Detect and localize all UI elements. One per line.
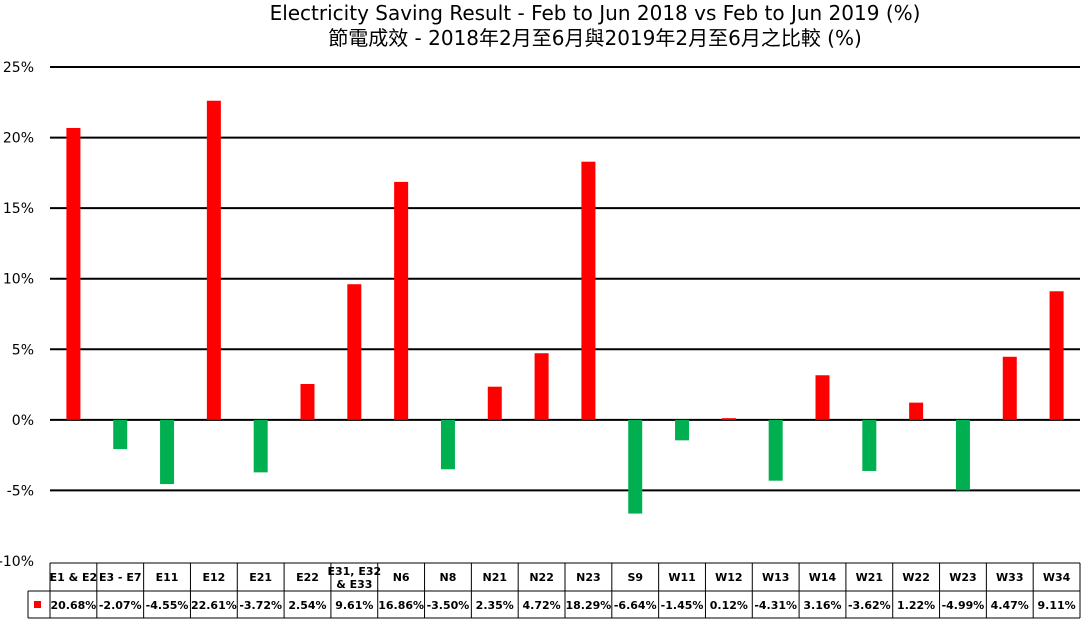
y-tick-label: -10% [0,554,34,570]
data-label: 1.22% [897,599,935,612]
bar [909,402,924,420]
gridlines [50,66,1080,492]
data-label: 0.12% [710,599,748,612]
bar [440,419,455,470]
bars [66,100,1064,514]
data-label: -3.50% [427,599,470,612]
bar [1049,291,1064,420]
category-label: W22 [902,571,929,584]
category-label: W33 [996,571,1023,584]
legend-key [34,601,41,608]
y-tick-label: 5% [12,342,34,358]
bar [581,161,596,420]
data-label: -3.62% [848,599,891,612]
category-label: W12 [715,571,742,584]
category-label: W11 [668,571,695,584]
data-table: E1 & E2 20.68% E3 - E7 -2.07% E11 -4.55% E12 22… [27,562,1081,619]
category-label: N8 [440,571,457,584]
category-label: N6 [393,571,410,584]
data-label: 16.86% [378,599,424,612]
data-label: 20.68% [50,599,96,612]
category-label: W23 [949,571,976,584]
category-label: W14 [809,571,837,584]
y-tick-label: 20% [3,131,34,147]
bar [1002,356,1017,420]
data-label: 2.35% [476,599,514,612]
bar [66,127,81,420]
category-label: E1 & E2 [50,571,98,584]
chart-subtitle: 節電成效 - 2018年2月至6月與2019年2月至6月之比較 (%) [328,26,862,50]
data-label: 3.16% [803,599,841,612]
data-label: 2.54% [288,599,326,612]
bar [206,100,221,420]
bar [955,419,970,491]
bar [300,384,315,420]
bar [675,419,690,441]
data-label: 18.29% [565,599,611,612]
category-label: E22 [296,571,319,584]
data-label: -2.07% [99,599,142,612]
bar [347,284,362,420]
data-label: 22.61% [191,599,237,612]
category-label: W13 [762,571,789,584]
bar [253,419,268,473]
bar [862,419,877,471]
bar [768,419,783,481]
data-label: 9.61% [335,599,373,612]
bar [394,181,409,420]
category-label: & E33 [336,578,372,591]
category-label: N22 [529,571,554,584]
bar [628,419,643,514]
data-label: -6.64% [614,599,657,612]
data-label: 4.72% [523,599,561,612]
bar [160,419,175,485]
data-label: -3.72% [239,599,282,612]
y-tick-label: 25% [3,60,34,76]
data-label: -4.55% [146,599,189,612]
bar [721,418,736,420]
y-tick-label: 0% [12,413,34,429]
category-label: E31, E32 [327,565,381,578]
bar [534,353,549,420]
bar [815,375,830,420]
category-label: W34 [1043,571,1071,584]
data-label: 9.11% [1038,599,1076,612]
data-label: -4.31% [754,599,797,612]
data-label: -4.99% [942,599,985,612]
category-label: N21 [483,571,508,584]
category-label: N23 [576,571,601,584]
data-label: -1.45% [661,599,704,612]
category-label: W21 [856,571,883,584]
category-label: E11 [156,571,179,584]
y-tick-label: 10% [3,272,34,288]
bar [113,419,128,450]
category-label: E3 - E7 [99,571,142,584]
y-axis-ticks: 25% 20% 15% 10% 5% 0% -5% -10% [0,60,34,570]
category-label: E12 [202,571,225,584]
category-label: S9 [627,571,643,584]
chart-title: Electricity Saving Result - Feb to Jun 2… [270,1,921,25]
bar [487,386,502,420]
data-label: 4.47% [991,599,1029,612]
y-tick-label: -5% [7,483,34,499]
y-tick-label: 15% [3,201,34,217]
category-label: E21 [249,571,272,584]
